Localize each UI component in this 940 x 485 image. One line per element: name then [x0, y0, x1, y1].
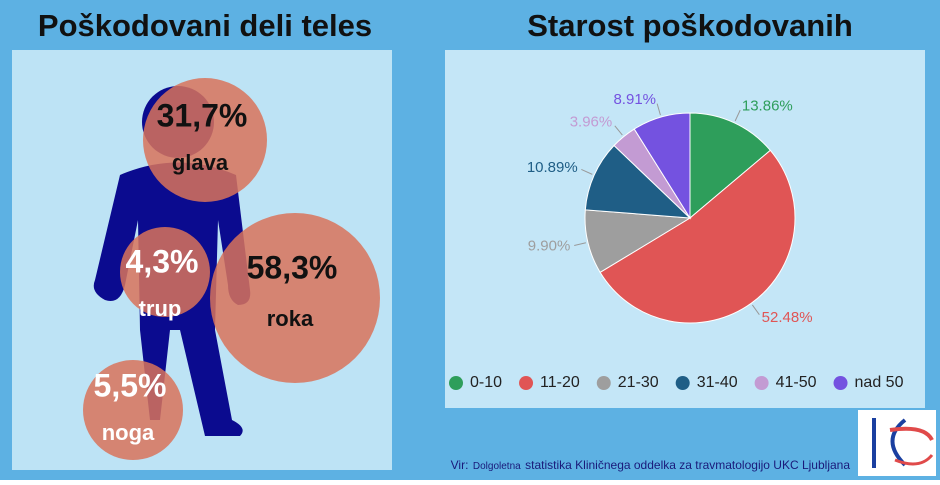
leader-line [656, 103, 661, 116]
part-value: 58,3% [247, 249, 338, 285]
part-label: roka [267, 306, 314, 331]
legend-swatch [675, 376, 690, 390]
legend-swatch [833, 376, 848, 390]
pie-value-label: 13.86% [742, 97, 793, 114]
part-label: noga [102, 420, 155, 445]
part-value: 31,7% [157, 97, 248, 133]
leader-line [751, 304, 760, 316]
body-bubble [120, 227, 210, 317]
logo [858, 410, 936, 476]
pie-slice [599, 149, 796, 324]
legend-label: nad 50 [855, 374, 904, 391]
pie-value-label: 9.90% [528, 237, 571, 254]
source-rest: statistika Kliničnega oddelka za travmat… [525, 458, 850, 472]
legend-label: 0-10 [470, 374, 502, 391]
body-bubble [143, 78, 267, 202]
body-bubble [83, 360, 183, 460]
chart-title: Starost poškodovanih [527, 8, 853, 43]
legend-swatch [596, 376, 611, 390]
pie-value-label: 8.91% [613, 91, 656, 108]
legend-swatch [449, 376, 463, 390]
part-label: trup [139, 296, 182, 321]
body-bubble [210, 213, 380, 383]
pie-value-label: 3.96% [570, 114, 613, 131]
pie-slice [689, 112, 772, 220]
leader-line [614, 125, 623, 136]
pie-slice [633, 112, 691, 220]
legend-label: 41-50 [776, 374, 817, 391]
source-small: Dolgoletna [473, 461, 521, 472]
pie-value-label: 52.48% [762, 309, 813, 326]
leader-line [574, 242, 587, 246]
leader-line [734, 109, 741, 122]
pie-slice [584, 144, 692, 219]
body-title: Poškodovani deli teles [38, 8, 372, 43]
legend-swatch [519, 376, 534, 390]
pie-value-label: 10.89% [527, 159, 578, 176]
leader-line [581, 169, 593, 175]
source: Vir: Dolgoletna statistika Kliničnega od… [451, 457, 851, 474]
legend-label: 31-40 [697, 374, 738, 391]
source-prefix: Vir: [451, 458, 469, 472]
part-value: 4,3% [126, 243, 199, 279]
legend-label: 21-30 [618, 374, 659, 391]
part-value: 5,5% [94, 367, 167, 403]
legend-swatch [754, 376, 769, 390]
legend-label: 11-20 [540, 374, 580, 391]
part-label: glava [172, 150, 229, 175]
